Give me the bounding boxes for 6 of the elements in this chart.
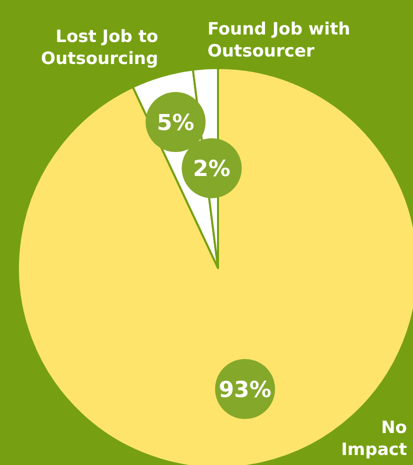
data-label: 2% [193,157,230,182]
slice-label: Lost Job to Outsourcing [41,26,158,69]
data-label: 5% [156,110,194,136]
slice-label: No Impact [341,418,407,460]
slice-label: Found Job with Outsourcer [207,19,350,62]
data-label: 93% [218,378,272,403]
